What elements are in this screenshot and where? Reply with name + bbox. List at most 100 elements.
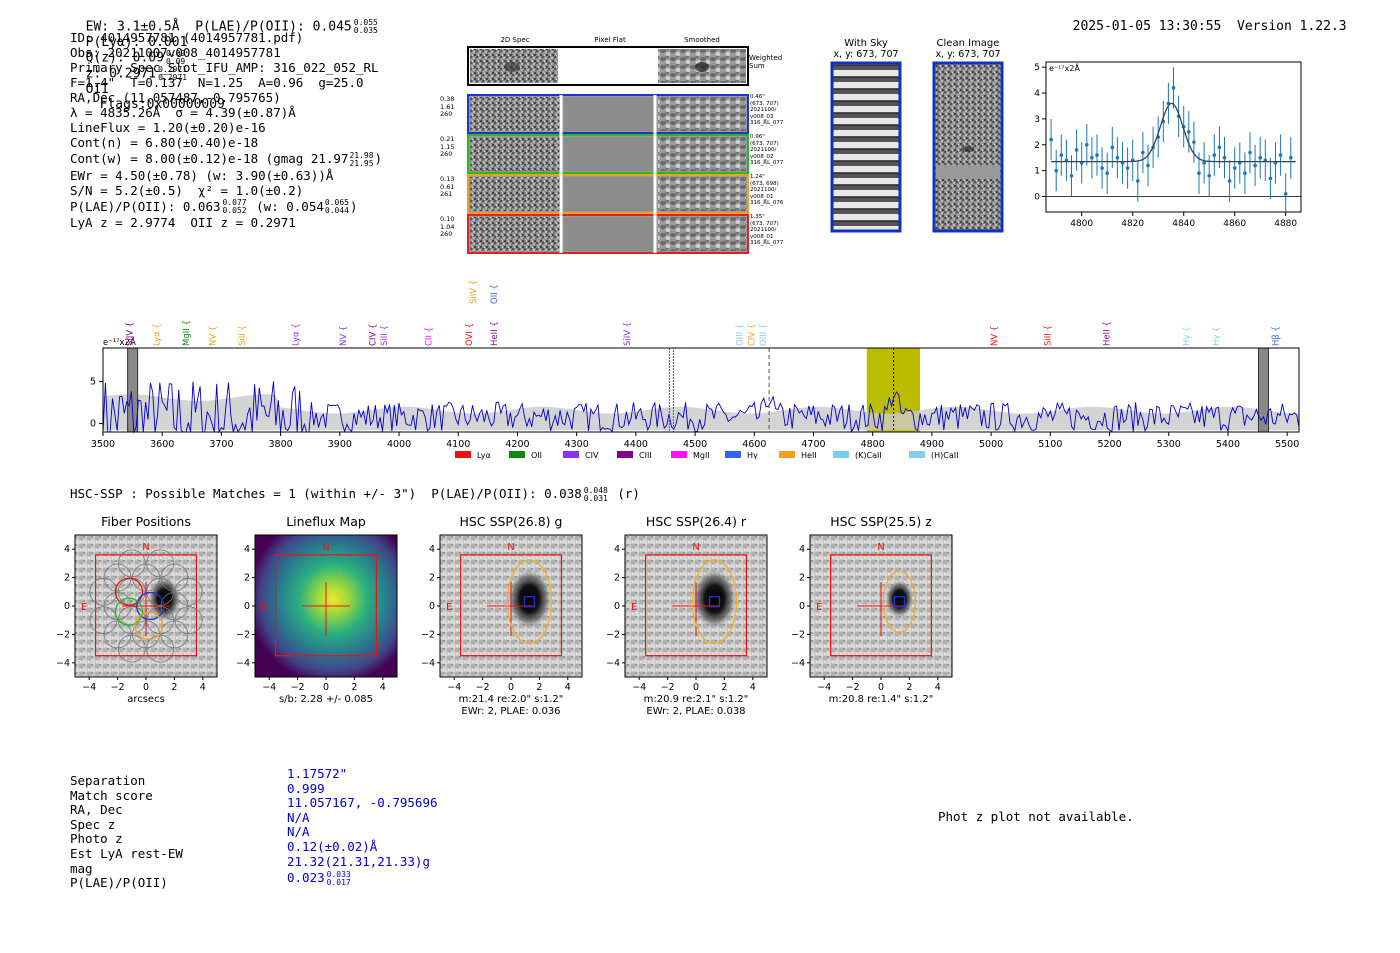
aperture-box [459,554,563,657]
with-sky-image [830,61,902,233]
row-3-right-info: 1.24" (673, 698) 2021100/ v008_01 316_RL… [750,174,784,206]
spectrum-xtick-label: 4200 [505,439,529,450]
zoom-ytick-label: 0 [1034,192,1040,202]
zoom-data-point [1059,153,1064,157]
panel-caption-2: EWr: 2, PLAE: 0.038 [646,706,745,717]
zoom-data-point [1258,155,1262,160]
panel-ytick-label: −2 [421,629,435,640]
zoom-data-point [1171,86,1176,90]
panel-xtick-label: −4 [817,682,831,693]
fiber-circle [146,634,175,663]
header-timestamp: 2025-01-05 13:30:55 [1072,19,1222,34]
north-label: N [322,542,329,553]
spectrum-line-label: NV { [209,326,219,346]
info-plae-w-sub: 0.044 [324,206,349,215]
hsc-plae-sub: 0.031 [583,493,608,503]
info-plae-sup: 0.077 [222,198,247,207]
spectrum-unit-label: e⁻¹⁷x2Å [103,336,136,348]
legend-label: HeII [801,451,817,460]
source-box [523,596,536,608]
zoom-data-point [1074,148,1079,152]
spectrum-line-label: HeII { [1103,321,1113,346]
north-label: N [877,542,884,553]
panel-ytick-label: 0 [799,601,805,612]
panel-ytick-label: 4 [64,544,70,555]
spectrum-line-label: SiIV { [623,322,633,346]
panel-xtick-label: 0 [878,682,884,693]
header-z-line: OII [85,82,110,97]
clean-image-panel: Clean Image x, y: 673, 707 [928,38,1008,237]
panel-caption-1: m:20.8 re:1.4" s:1.2" [829,694,934,705]
legend-swatch [671,451,687,458]
header-z-sup: 0.2971 [158,65,188,74]
zoom-data-point [1278,153,1283,157]
fiber-circle [174,606,203,635]
with-sky-panel: With Sky x, y: 673, 707 [826,38,906,237]
spectrum-xtick-label: 4400 [624,439,648,450]
zoom-data-point [1136,179,1140,183]
match-value-lya-ew: 0.12(±0.02)Å [287,838,378,854]
zoom-data-point [1243,171,1247,176]
spectrum-line-label: SiII { [380,325,390,346]
match-label-plae: P(LAE)/P(OII) [70,875,168,891]
info-lineflux: LineFlux = 1.20(±0.20)e-16 [70,120,266,135]
fiber-circle [146,577,175,606]
zoom-ytick-label: 4 [1034,89,1040,99]
zoom-data-point [1197,171,1201,176]
zoom-data-point [1095,153,1099,157]
east-label: E [261,602,267,613]
source-ellipse [691,559,738,645]
panel-title-2: Lineflux Map [286,514,366,529]
weighted-smoothed-source [695,62,709,72]
legend-label: (H)CaII [931,451,958,460]
panel-xtick-label: 2 [351,682,357,693]
legend-label: (K)CaII [855,451,882,460]
cutout-panel: 2D Spec Pixel Flat Smoothed Weighted Sum [440,32,820,257]
header-qz: Q(z): 0.09 [85,50,164,66]
zoom-data-point [1049,137,1053,142]
row-1-right-info: 0.46" (673, 707) 2021100/ v008_03 316_RL… [750,94,784,126]
info-plae-w-end: ) [349,198,358,214]
fiber-circle [117,549,146,578]
spectrum-line-label: CIV { [747,324,757,346]
panel-ytick-label: −4 [791,658,805,669]
aperture-box [274,554,378,657]
info-contw-text: Cont(w) = 8.00(±0.12)e-18 (gmag 21.97 [70,151,349,166]
panel-xtick-label: 4 [380,682,386,693]
match-value-radec: 11.057167, -0.795696 [287,795,438,811]
info-obs: Obs: 20211007v008_4014957781 [70,45,281,60]
spectrum-line-label: OIII { [759,324,769,346]
legend-label: CIII [639,451,652,460]
zoom-data-point [1141,150,1145,155]
spectrum-xtick-label: 3700 [209,439,233,450]
spectrum-xtick-label: 3500 [91,439,115,450]
zoom-data-point [1069,173,1074,178]
cutout-row-1-flat [564,97,654,131]
legend-swatch [909,451,925,458]
clean-image [932,61,1004,233]
panel-ytick-label: −2 [606,629,620,640]
spectrum-line-label: OVI { [465,323,475,346]
spectrum-line-label: SiIV { [126,322,136,346]
panel-xtick-label: 0 [143,682,149,693]
panel-title-5: HSC SSP(25.5) z [830,514,932,529]
panel-caption-1: m:20.9 re:2.1" s:1.2" [644,694,749,705]
cutout-row-1-2dspec [470,97,560,131]
cutout-row-3 [467,174,749,214]
east-label: E [446,602,452,613]
with-sky-coords: x, y: 673, 707 [833,49,899,60]
info-radec: RA,Dec (11.057487,-0.795765) [70,90,281,105]
header-z-sub: 0.2971 [158,73,188,82]
legend-swatch [725,451,741,458]
cutout-row-2-smoothed [658,137,746,171]
match-plae-sub: 0.017 [326,877,351,887]
zoom-data-point [1289,155,1293,160]
fiber-circle [160,620,189,649]
cutout-row-3-smoothed [658,177,746,211]
zoom-data-point [1207,173,1211,178]
match-label-separation: Separation [70,773,146,788]
info-id: ID: 4014957781 (4014957781.pdf) [70,30,304,45]
panel-ytick-label: −4 [606,658,620,669]
panel-xtick-label: −2 [846,682,860,693]
legend-swatch [833,451,849,458]
